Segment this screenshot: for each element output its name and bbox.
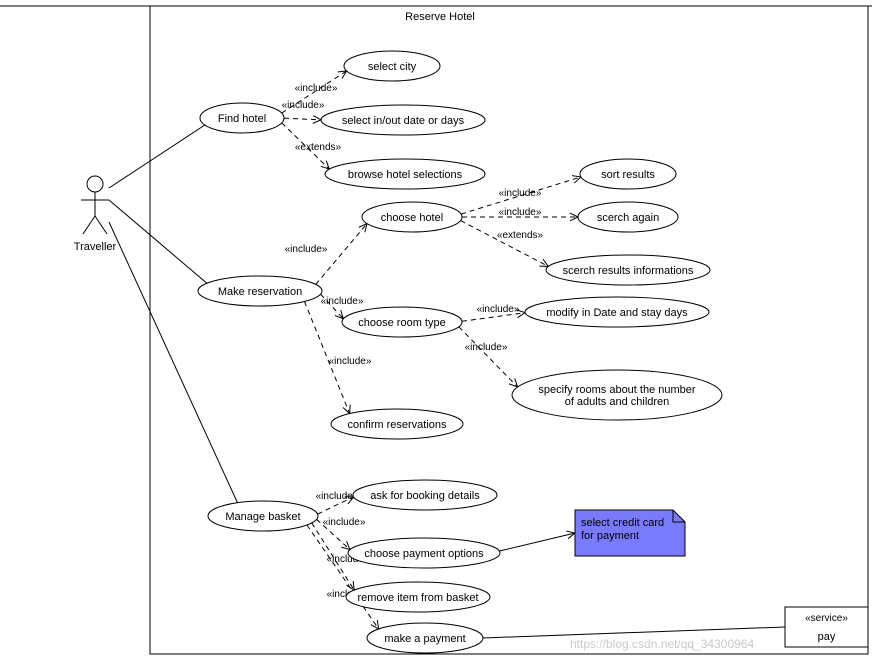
svg-text:modify in Date and stay days: modify in Date and stay days bbox=[546, 307, 688, 319]
svg-text:Make reservation: Make reservation bbox=[218, 286, 302, 298]
usecase-payment_opts: choose payment options bbox=[348, 538, 500, 568]
svg-text:choose room type: choose room type bbox=[358, 317, 445, 329]
system-boundary bbox=[150, 6, 868, 654]
svg-text:«extends»: «extends» bbox=[295, 142, 342, 153]
usecase-remove_item: remove item from basket bbox=[346, 582, 490, 612]
usecase-confirm_res: confirm reservations bbox=[331, 409, 463, 439]
svg-text:«include»: «include» bbox=[323, 517, 366, 528]
svg-text:«include»: «include» bbox=[295, 83, 338, 94]
service-pay: «service» pay bbox=[785, 607, 868, 647]
usecase-ask_booking: ask for booking details bbox=[353, 480, 497, 510]
svg-text:scerch results informations: scerch results informations bbox=[563, 265, 694, 277]
dependency bbox=[459, 327, 518, 387]
svg-text:«include»: «include» bbox=[477, 304, 520, 315]
svg-text:confirm reservations: confirm reservations bbox=[347, 419, 447, 431]
svg-text:«include»: «include» bbox=[282, 100, 325, 111]
usecase-modify_date: modify in Date and stay days bbox=[525, 297, 709, 327]
note-credit-card: select credit cardfor payment bbox=[575, 510, 685, 556]
association bbox=[109, 125, 205, 188]
diagram-canvas: Reserve Hotel Traveller «include» «include»… bbox=[0, 0, 872, 658]
svg-text:select credit card: select credit card bbox=[581, 517, 664, 529]
usecase-choose_hotel: choose hotel bbox=[362, 202, 462, 232]
svg-text:for payment: for payment bbox=[581, 530, 639, 542]
svg-text:browse hotel selections: browse hotel selections bbox=[348, 169, 463, 181]
usecase-select_city: select city bbox=[344, 51, 440, 81]
svg-text:«include»: «include» bbox=[499, 188, 542, 199]
svg-text:of adults and children: of adults and children bbox=[565, 396, 670, 408]
usecase-sort_results: sort results bbox=[580, 159, 676, 189]
usecase-find_hotel: Find hotel bbox=[200, 103, 284, 133]
usecase-make_res: Make reservation bbox=[198, 276, 322, 306]
dependency bbox=[284, 118, 321, 120]
svg-text:ask for booking details: ask for booking details bbox=[370, 490, 480, 502]
svg-text:scerch again: scerch again bbox=[597, 212, 659, 224]
svg-text:pay: pay bbox=[818, 631, 836, 643]
usecase-browse_hotel: browse hotel selections bbox=[325, 159, 485, 189]
usecase-choose_room: choose room type bbox=[342, 307, 462, 337]
association bbox=[109, 200, 207, 283]
dependency bbox=[461, 221, 549, 267]
svg-text:«include»: «include» bbox=[321, 296, 364, 307]
usecase-manage_basket: Manage basket bbox=[208, 501, 318, 531]
usecase-search_info: scerch results informations bbox=[546, 255, 710, 285]
svg-text:Traveller: Traveller bbox=[74, 241, 117, 253]
svg-text:remove item from basket: remove item from basket bbox=[357, 592, 478, 604]
association bbox=[109, 222, 237, 503]
usecase-select_dates: select in/out date or days bbox=[321, 105, 485, 135]
svg-text:make a payment: make a payment bbox=[384, 633, 465, 645]
svg-text:specify rooms about the number: specify rooms about the number bbox=[538, 384, 695, 396]
dependency bbox=[307, 525, 379, 629]
usecase-search_again: scerch again bbox=[578, 202, 678, 232]
svg-text:select city: select city bbox=[368, 61, 417, 73]
svg-text:«include»: «include» bbox=[465, 342, 508, 353]
usecase-specify_rooms: specify rooms about the numberof adults … bbox=[512, 370, 722, 420]
svg-text:Find hotel: Find hotel bbox=[218, 113, 266, 125]
svg-text:sort results: sort results bbox=[601, 169, 655, 181]
svg-text:«include»: «include» bbox=[329, 356, 372, 367]
svg-text:select in/out date or days: select in/out date or days bbox=[342, 115, 465, 127]
svg-text:«include»: «include» bbox=[316, 491, 359, 502]
association bbox=[499, 533, 575, 551]
svg-text:«include»: «include» bbox=[499, 207, 542, 218]
usecases-layer: Find hotel select city select in/out date … bbox=[198, 51, 722, 653]
svg-text:«extends»: «extends» bbox=[497, 230, 544, 241]
svg-text:«include»: «include» bbox=[285, 244, 328, 255]
watermark: https://blog.csdn.net/qq_34300964 bbox=[570, 637, 754, 651]
svg-text:choose payment options: choose payment options bbox=[364, 548, 484, 560]
boundary-title: Reserve Hotel bbox=[405, 11, 475, 23]
usecase-make_payment: make a payment bbox=[367, 623, 483, 653]
svg-text:«service»: «service» bbox=[805, 613, 848, 624]
svg-text:Manage basket: Manage basket bbox=[225, 511, 300, 523]
svg-text:choose hotel: choose hotel bbox=[381, 212, 443, 224]
